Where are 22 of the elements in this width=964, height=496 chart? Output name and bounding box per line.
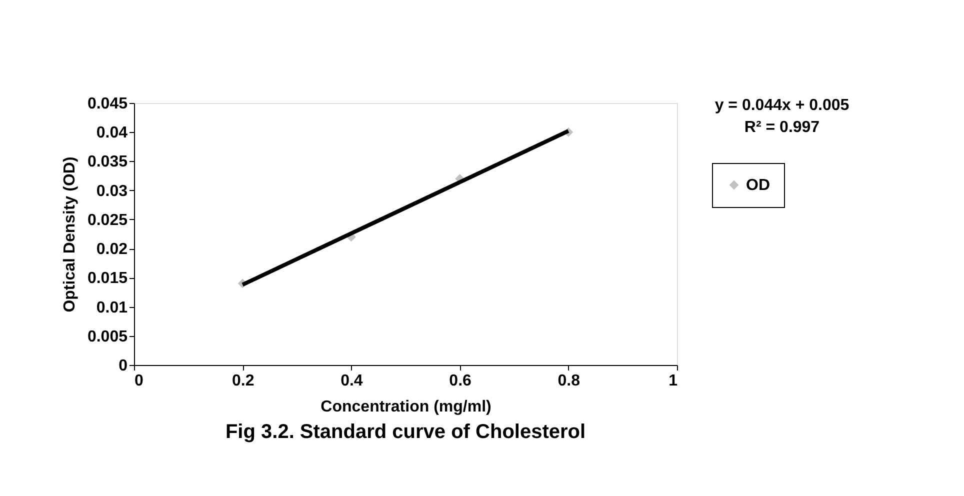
y-tick-label: 0.015 — [87, 270, 128, 288]
y-tick-label: 0.01 — [96, 299, 128, 316]
text: R² = 0.997 — [744, 119, 820, 136]
x-tick-label: 0.8 — [558, 372, 580, 390]
x-axis-title: Concentration (mg/ml) — [320, 398, 492, 416]
y-tick-label: 0.03 — [96, 182, 128, 200]
y-tick-label: 0.04 — [96, 124, 128, 142]
text: Fig 3.2. Standard curve of Cholesterol — [225, 421, 586, 443]
y-tick-label: 0 — [118, 358, 128, 374]
y-tick-label: 0.045 — [87, 96, 128, 112]
x-tick-label: 1 — [668, 372, 678, 390]
x-tick-label: 0.2 — [232, 372, 254, 390]
y-tick-label: 0.025 — [87, 212, 128, 229]
x-tick-label: 0 — [134, 372, 144, 390]
y-tick-label: 0.02 — [96, 241, 128, 258]
text: y = 0.044x + 0.005 — [714, 97, 850, 114]
y-axis-title: Optical Density (OD) — [61, 156, 78, 312]
x-tick-label: 0.4 — [340, 372, 363, 390]
x-tick-label: 0.6 — [449, 372, 472, 390]
y-tick-label: 0.005 — [87, 328, 128, 346]
legend-label: OD — [746, 177, 770, 194]
y-tick-label: 0.035 — [87, 154, 128, 171]
